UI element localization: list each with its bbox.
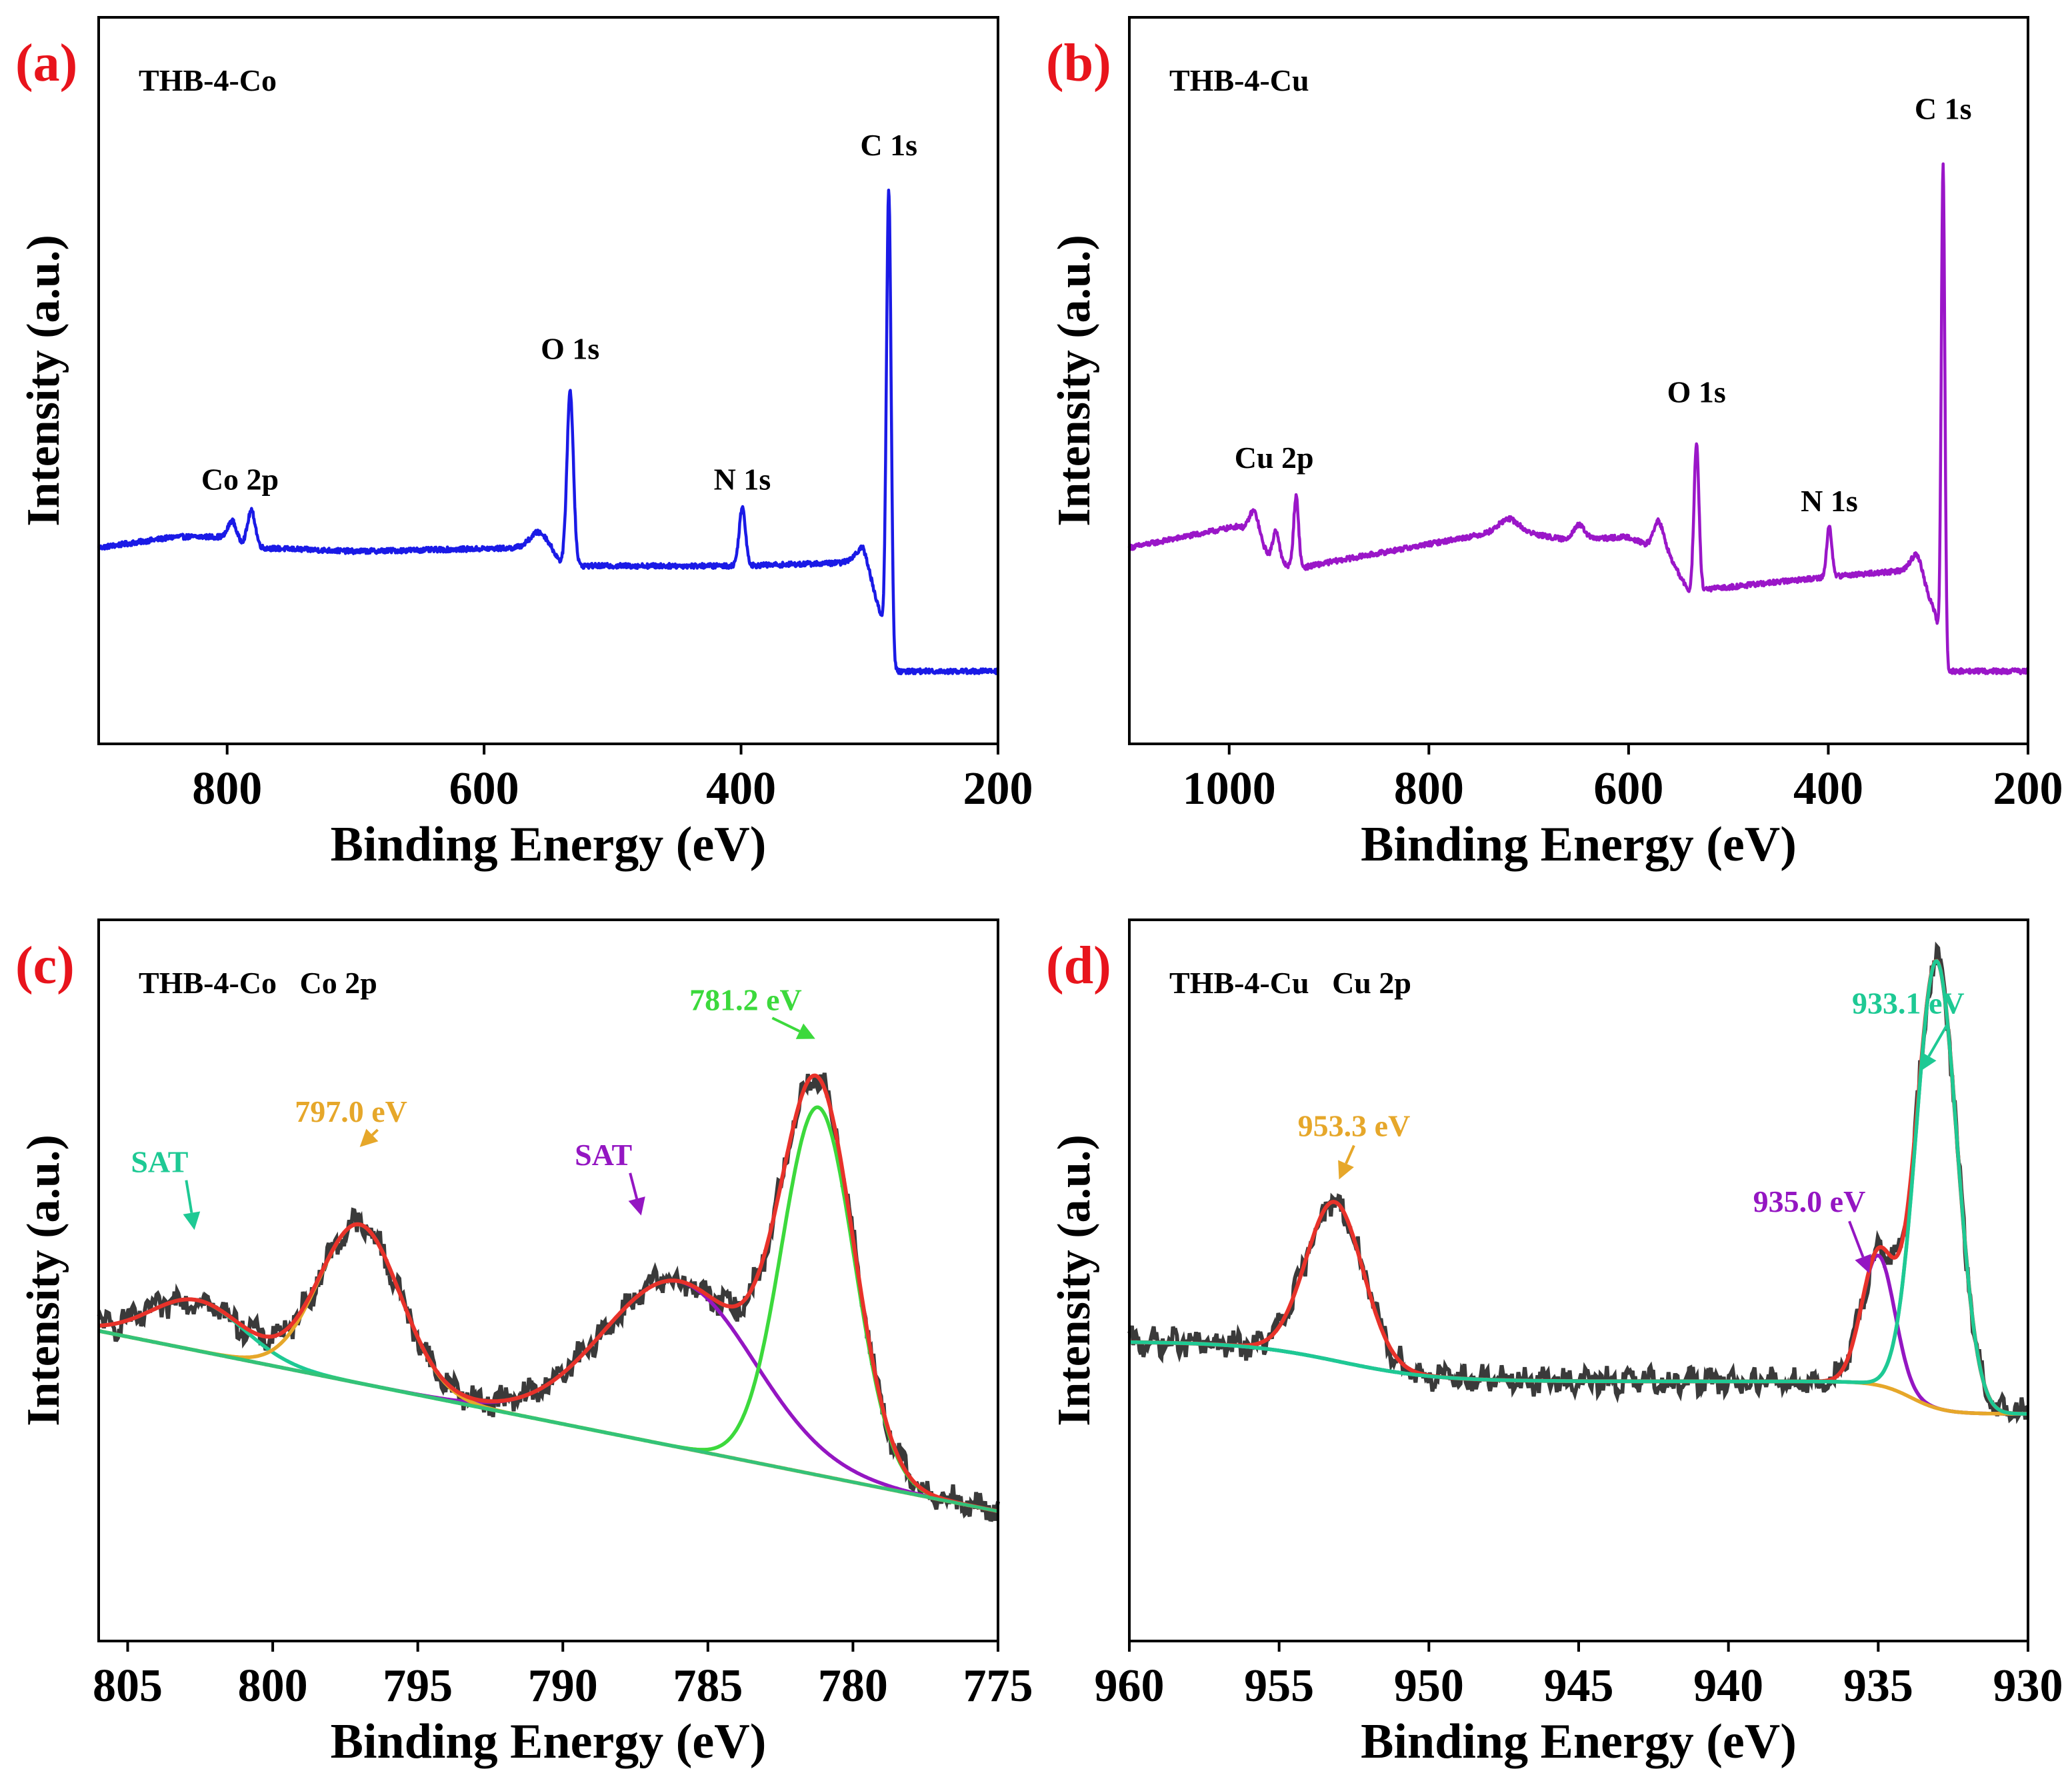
annotation-arrowhead xyxy=(1338,1160,1354,1180)
plot-frame xyxy=(97,918,999,1642)
x-tick-label: 400 xyxy=(706,763,776,815)
peak-label: O 1s xyxy=(541,331,599,365)
peak-label: 933.1 eV xyxy=(1852,986,1965,1020)
x-tick-label: 785 xyxy=(673,1660,743,1712)
peak-label: 935.0 eV xyxy=(1753,1184,1866,1218)
x-tick-label: 945 xyxy=(1544,1660,1614,1712)
x-tick-label: 790 xyxy=(528,1660,598,1712)
x-tick-label: 400 xyxy=(1793,763,1863,815)
annotation-arrowhead xyxy=(795,1023,815,1039)
x-tick-label: 795 xyxy=(383,1660,453,1712)
x-tick-label: 200 xyxy=(963,763,1033,815)
peak-label: SAT xyxy=(131,1145,188,1179)
x-tick-label: 200 xyxy=(1993,763,2063,815)
panel-c: 781.2 eV 797.0 eV SAT SAT 805 800 795 790 785 780… xyxy=(15,918,1033,1769)
peak-label: C 1s xyxy=(1915,92,1972,126)
peak-label: Cu 2p xyxy=(1235,441,1314,475)
peak-label: 781.2 eV xyxy=(689,982,802,1016)
annotation-arrow xyxy=(185,1180,193,1213)
annotation-arrowhead xyxy=(359,1128,379,1147)
panel-letter: (d) xyxy=(1046,936,1111,995)
sample-label: THB-4-Co Co 2p xyxy=(139,966,377,1000)
panel-d: 933.1 eV 935.0 eV 953.3 eV 960 955 950 945 940 9… xyxy=(1046,918,2063,1769)
x-axis-label: Binding Energy (eV) xyxy=(331,1714,767,1769)
plot-frame xyxy=(97,16,999,745)
x-tick-label: 780 xyxy=(818,1660,888,1712)
y-axis-label: Intensity (a.u.) xyxy=(1049,235,1100,527)
annotation-arrow xyxy=(1927,1022,1949,1057)
x-axis-label: Binding Energy (eV) xyxy=(1361,1714,1797,1769)
sample-label: THB-4-Co xyxy=(139,63,277,97)
plot-frame xyxy=(1128,16,2029,745)
peak-label: O 1s xyxy=(1667,375,1726,409)
annotation-arrowhead xyxy=(1855,1254,1871,1274)
annotation-arrowhead xyxy=(183,1211,201,1230)
fit-component-line xyxy=(1129,958,2028,1416)
x-tick-label: 930 xyxy=(1993,1660,2063,1712)
x-tick-label: 805 xyxy=(93,1660,163,1712)
survey-spectrum-line xyxy=(1127,162,2030,676)
x-tick-label: 955 xyxy=(1244,1660,1314,1712)
peak-label: Co 2p xyxy=(201,463,279,497)
annotation-arrow xyxy=(371,1128,379,1136)
y-axis-label: Intensity (a.u.) xyxy=(1049,1134,1100,1426)
sample-label: THB-4-Cu Cu 2p xyxy=(1169,966,1411,1000)
peak-label: 797.0 eV xyxy=(295,1094,407,1128)
fit-component-line xyxy=(98,1222,999,1513)
annotation-arrow xyxy=(1848,1220,1865,1258)
x-tick-label: 775 xyxy=(963,1660,1033,1712)
panel-letter: (a) xyxy=(15,34,77,93)
sample-label: THB-4-Cu xyxy=(1169,63,1309,97)
annotation-arrowhead xyxy=(1920,1052,1937,1072)
x-tick-label: 1000 xyxy=(1183,763,1276,815)
peak-label: C 1s xyxy=(860,128,917,162)
panel-a: C 1s O 1s N 1s Co 2p 800 600 400 200 Binding Ene… xyxy=(15,16,1033,872)
panel-b: C 1s O 1s N 1s Cu 2p 1000 800 600 400 200 Binding… xyxy=(1046,16,2063,872)
peak-label: N 1s xyxy=(714,463,771,497)
peak-label: 953.3 eV xyxy=(1298,1109,1411,1143)
panel-letter: (b) xyxy=(1046,34,1111,93)
fit-component-line xyxy=(98,1297,999,1513)
peak-label: N 1s xyxy=(1801,484,1858,518)
annotation-arrow xyxy=(771,1016,801,1032)
background-line xyxy=(98,1329,999,1513)
x-axis-label: Binding Energy (eV) xyxy=(1361,817,1797,872)
x-tick-label: 800 xyxy=(192,763,262,815)
x-axis-label: Binding Energy (eV) xyxy=(331,817,767,872)
x-tick-label: 940 xyxy=(1693,1660,1763,1712)
peak-label: SAT xyxy=(575,1138,632,1172)
annotation-arrow xyxy=(629,1172,639,1199)
x-tick-label: 600 xyxy=(1593,763,1663,815)
annotation-arrow xyxy=(1345,1144,1355,1164)
survey-spectrum-line xyxy=(97,189,1000,676)
annotation-arrowhead xyxy=(628,1196,645,1216)
y-axis-label: Intensity (a.u.) xyxy=(18,235,69,527)
fit-envelope-line xyxy=(98,1073,999,1514)
panel-letter: (c) xyxy=(15,936,75,995)
x-tick-label: 800 xyxy=(1394,763,1464,815)
x-tick-label: 935 xyxy=(1843,1660,1913,1712)
x-tick-label: 950 xyxy=(1394,1660,1464,1712)
raw-data-line xyxy=(1127,941,2029,1424)
y-axis-label: Intensity (a.u.) xyxy=(18,1134,69,1426)
x-tick-label: 800 xyxy=(238,1660,308,1712)
x-tick-label: 960 xyxy=(1095,1660,1165,1712)
plot-frame xyxy=(1128,918,2029,1642)
x-tick-label: 600 xyxy=(449,763,519,815)
